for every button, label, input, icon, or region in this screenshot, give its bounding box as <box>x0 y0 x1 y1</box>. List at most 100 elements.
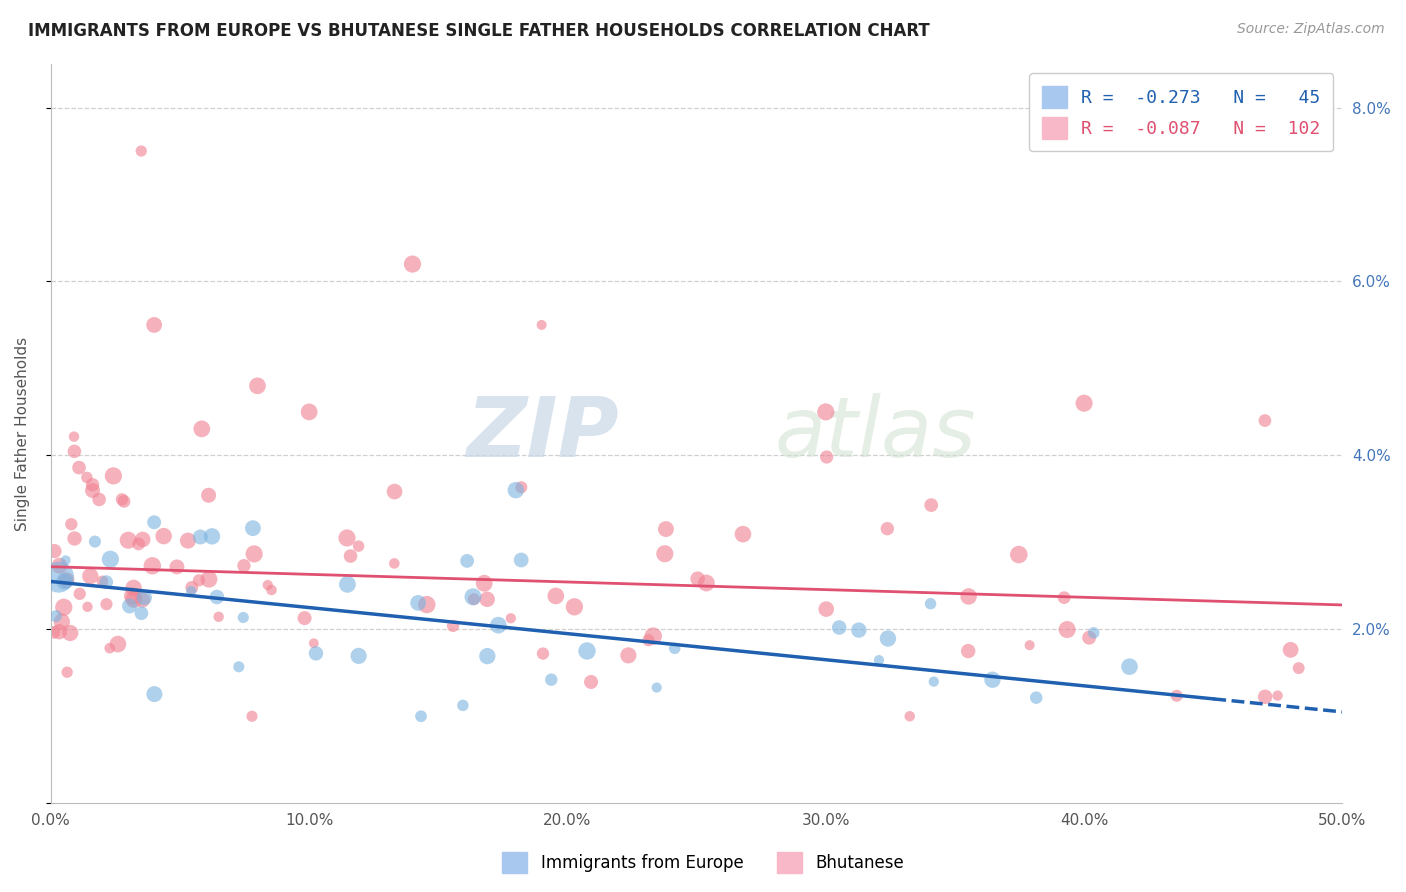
Point <box>981 673 1004 687</box>
Point <box>1083 625 1105 640</box>
Point <box>510 480 533 494</box>
Point <box>298 405 321 419</box>
Point <box>544 589 567 603</box>
Point <box>645 681 668 695</box>
Point <box>180 584 202 599</box>
Point <box>60 517 83 532</box>
Point <box>1279 643 1302 657</box>
Point <box>131 606 153 620</box>
Point <box>294 611 316 625</box>
Point <box>76 470 98 484</box>
Point <box>531 647 554 661</box>
Point <box>48 624 70 639</box>
Point <box>128 537 150 551</box>
Point <box>103 468 125 483</box>
Point <box>63 532 86 546</box>
Point <box>143 318 166 332</box>
Point <box>143 515 166 529</box>
Point <box>475 592 498 607</box>
Point <box>472 576 495 591</box>
Point <box>576 644 599 658</box>
Point <box>82 478 104 492</box>
Text: ZIP: ZIP <box>467 393 619 475</box>
Point <box>246 379 269 393</box>
Point <box>401 257 423 271</box>
Point <box>198 572 221 586</box>
Point <box>187 574 209 588</box>
Point <box>530 318 553 332</box>
Point <box>91 574 114 589</box>
Point <box>731 527 754 541</box>
Point <box>336 531 359 545</box>
Point <box>67 460 90 475</box>
Point <box>240 709 263 723</box>
Legend: R =  -0.273   N =   45, R =  -0.087   N =  102: R = -0.273 N = 45, R = -0.087 N = 102 <box>1029 73 1333 152</box>
Point <box>1025 690 1047 705</box>
Y-axis label: Single Father Households: Single Father Households <box>15 336 30 531</box>
Point <box>56 665 79 680</box>
Point <box>477 649 499 664</box>
Point <box>384 484 406 499</box>
Point <box>564 599 586 614</box>
Point <box>637 633 659 648</box>
Point <box>205 590 228 604</box>
Point <box>48 570 70 584</box>
Point <box>1078 631 1101 645</box>
Point <box>814 405 837 419</box>
Point <box>63 444 86 458</box>
Point <box>180 581 202 595</box>
Point <box>347 539 370 553</box>
Point <box>1254 690 1277 704</box>
Point <box>53 574 76 589</box>
Text: atlas: atlas <box>775 393 976 475</box>
Point <box>122 581 145 595</box>
Point <box>260 582 283 597</box>
Point <box>134 591 156 605</box>
Point <box>232 610 254 624</box>
Point <box>51 615 73 629</box>
Point <box>1056 623 1078 637</box>
Point <box>48 558 70 573</box>
Point <box>461 590 484 604</box>
Point <box>1118 659 1140 673</box>
Point <box>1073 396 1095 410</box>
Point <box>121 589 143 603</box>
Point <box>228 660 250 674</box>
Point <box>579 675 602 690</box>
Point <box>486 618 509 632</box>
Point <box>336 577 359 591</box>
Point <box>100 552 122 566</box>
Point <box>96 575 118 590</box>
Point <box>898 709 921 723</box>
Point <box>1018 638 1040 652</box>
Point <box>540 673 562 687</box>
Point <box>69 587 91 601</box>
Point <box>243 547 266 561</box>
Point <box>188 530 211 544</box>
Point <box>1053 591 1076 605</box>
Point <box>98 641 121 656</box>
Point <box>957 590 980 604</box>
Point <box>451 698 474 713</box>
Point <box>96 597 118 611</box>
Point <box>382 557 405 571</box>
Point <box>1288 661 1310 675</box>
Point <box>456 554 478 568</box>
Point <box>152 529 174 543</box>
Point <box>256 578 278 592</box>
Point <box>45 609 67 624</box>
Point <box>76 599 98 614</box>
Point <box>166 560 188 574</box>
Point <box>177 533 200 548</box>
Point <box>922 674 945 689</box>
Point <box>686 572 709 586</box>
Point <box>920 498 942 512</box>
Point <box>347 648 370 663</box>
Point <box>122 592 145 607</box>
Point <box>441 619 464 633</box>
Point <box>143 687 166 701</box>
Point <box>52 600 75 615</box>
Text: Source: ZipAtlas.com: Source: ZipAtlas.com <box>1237 22 1385 37</box>
Point <box>191 422 214 436</box>
Point <box>208 609 231 624</box>
